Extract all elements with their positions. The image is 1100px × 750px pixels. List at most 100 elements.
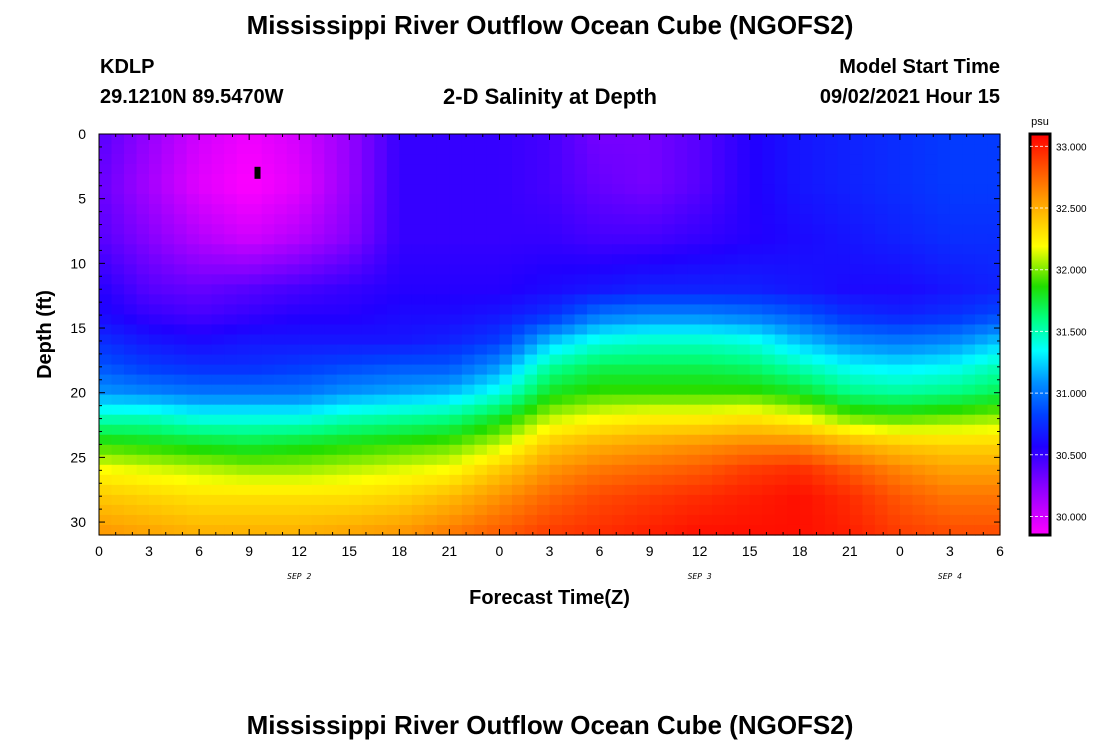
heatmap-cell (974, 184, 989, 195)
heatmap-cell (749, 164, 763, 175)
heatmap-cell (649, 264, 663, 275)
heatmap-cell (737, 174, 751, 185)
heatmap-cell (261, 504, 275, 516)
heatmap-cell (787, 234, 801, 245)
heatmap-cell (662, 194, 676, 205)
heatmap-cell (224, 144, 238, 155)
heatmap-cell (499, 314, 513, 326)
heatmap-cell (449, 384, 463, 396)
heatmap-cell (161, 364, 175, 376)
heatmap-cell (924, 264, 939, 275)
heatmap-cell (699, 504, 713, 516)
heatmap-cell (149, 274, 163, 285)
heatmap-cell (174, 434, 188, 446)
heatmap-cell (374, 324, 388, 336)
heatmap-cell (849, 504, 863, 516)
heatmap-cell (486, 334, 501, 346)
heatmap-cell (399, 474, 413, 486)
heatmap-cell (924, 404, 939, 416)
heatmap-cell (486, 204, 501, 215)
heatmap-cell (687, 204, 701, 215)
heatmap-cell (974, 354, 989, 366)
heatmap-cell (486, 294, 501, 306)
heatmap-cell (349, 484, 363, 496)
heatmap-cell (249, 204, 263, 215)
heatmap-cell (649, 364, 663, 376)
heatmap-cell (824, 474, 838, 486)
heatmap-cell (737, 244, 751, 255)
heatmap-cell (649, 254, 663, 265)
heatmap-cell (649, 424, 663, 436)
heatmap-cell (637, 524, 651, 536)
heatmap-cell (199, 234, 213, 245)
heatmap-cell (987, 394, 1001, 406)
heatmap-cell (799, 204, 813, 215)
heatmap-cell (161, 204, 175, 215)
heatmap-cell (824, 224, 838, 235)
heatmap-cell (449, 414, 463, 426)
heatmap-cell (386, 454, 400, 466)
heatmap-cell (224, 494, 238, 506)
heatmap-cell (987, 414, 1001, 426)
heatmap-cell (762, 384, 776, 396)
heatmap-cell (99, 234, 113, 245)
heatmap-cell (862, 254, 876, 265)
heatmap-cell (549, 474, 563, 486)
heatmap-cell (411, 204, 425, 215)
heatmap-cell (774, 354, 788, 366)
heatmap-cell (687, 394, 701, 406)
heatmap-cell (399, 204, 413, 215)
heatmap-cell (524, 424, 538, 436)
heatmap-cell (599, 334, 613, 346)
heatmap-cell (111, 314, 125, 326)
heatmap-cell (224, 474, 238, 486)
heatmap-cell (924, 164, 939, 175)
heatmap-cell (99, 504, 113, 516)
heatmap-cell (424, 214, 438, 225)
heatmap-cell (924, 314, 939, 326)
heatmap-cell (812, 154, 826, 165)
heatmap-cell (962, 294, 976, 306)
heatmap-cell (336, 374, 350, 386)
heatmap-cell (399, 484, 413, 496)
heatmap-cell (574, 304, 588, 316)
heatmap-cell (549, 444, 563, 456)
heatmap-cell (324, 454, 338, 466)
heatmap-cell (562, 284, 576, 296)
heatmap-cell (762, 474, 776, 486)
heatmap-cell (386, 314, 400, 326)
heatmap-cell (762, 264, 776, 275)
heatmap-cell (161, 524, 175, 536)
heatmap-cell (662, 444, 676, 456)
heatmap-cell (574, 174, 588, 185)
heatmap-cell (862, 454, 876, 466)
heatmap-cell (812, 334, 826, 346)
heatmap-cell (236, 524, 250, 536)
heatmap-cell (824, 234, 838, 245)
heatmap-cell (286, 414, 300, 426)
heatmap-cell (912, 154, 926, 165)
heatmap-cell (712, 224, 726, 235)
heatmap-cell (962, 224, 976, 235)
heatmap-cell (174, 484, 188, 496)
heatmap-cell (962, 374, 976, 386)
heatmap-cell (937, 154, 951, 165)
heatmap-cell (524, 294, 538, 306)
heatmap-cell (524, 404, 538, 416)
heatmap-cell (724, 144, 738, 155)
heatmap-cell (211, 524, 225, 536)
heatmap-cell (849, 494, 863, 506)
heatmap-cell (136, 284, 150, 296)
heatmap-cell (824, 494, 838, 506)
heatmap-cell (511, 224, 526, 235)
heatmap-cell (587, 464, 601, 476)
heatmap-cell (199, 514, 213, 526)
heatmap-cell (361, 214, 375, 225)
heatmap-cell (837, 524, 851, 536)
heatmap-cell (949, 454, 964, 466)
heatmap-cell (862, 284, 876, 296)
heatmap-cell (324, 274, 338, 285)
heatmap-cell (211, 154, 225, 165)
heatmap-cell (249, 354, 263, 366)
heatmap-cell (236, 434, 250, 446)
